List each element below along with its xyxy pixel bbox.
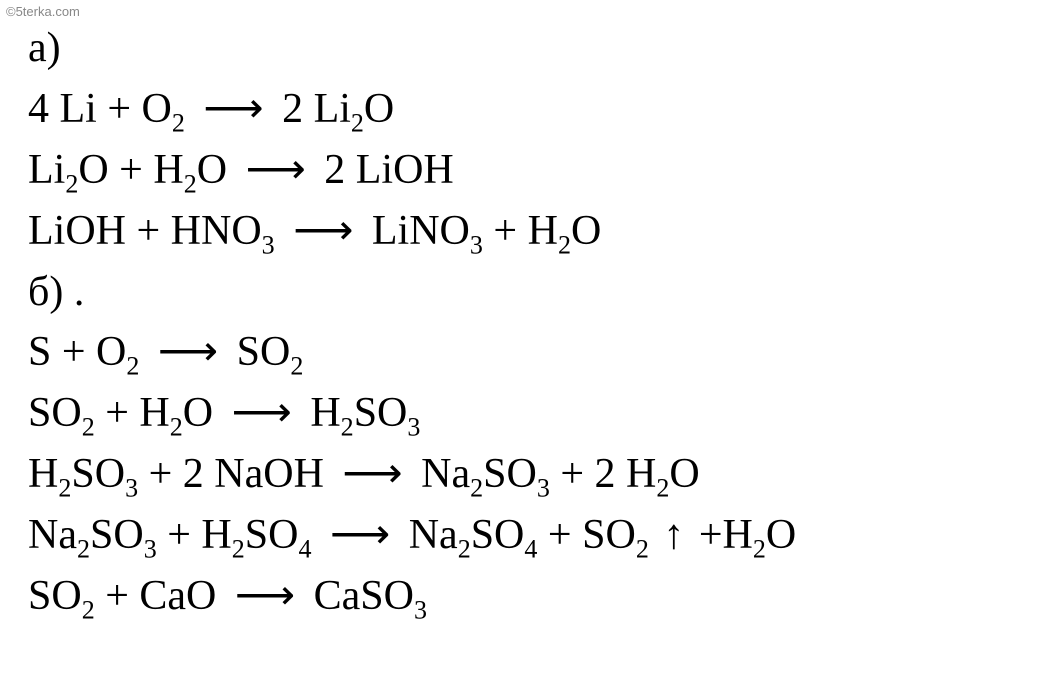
arrow-icon: ⟶	[227, 566, 303, 627]
arrow-icon: ⟶	[334, 444, 410, 505]
eq-rhs: SO2	[237, 329, 304, 375]
equation-b-2: SO2 + H2O ⟶ H2SO3	[28, 383, 1027, 444]
section-b-label: б) .	[28, 262, 1027, 323]
eq-rhs: H2SO3	[310, 390, 420, 436]
eq-rhs: CaSO3	[314, 573, 427, 619]
eq-rhs: LiNO3 + H2O	[372, 208, 601, 254]
arrow-icon: ⟶	[322, 505, 398, 566]
equation-a-2: Li2O + H2O ⟶ 2 LiOH	[28, 140, 1027, 201]
eq-lhs: SO2 + CaO	[28, 573, 216, 619]
eq-lhs: LiOH + HNO3	[28, 208, 275, 254]
equation-b-5: SO2 + CaO ⟶ CaSO3	[28, 566, 1027, 627]
eq-lhs: SO2 + H2O	[28, 390, 213, 436]
equation-b-4: Na2SO3 + H2SO4 ⟶ Na2SO4 + SO2 ↑ +H2O	[28, 505, 1027, 566]
eq-rhs: 2 LiOH	[324, 147, 454, 193]
arrow-icon: ⟶	[195, 79, 271, 140]
eq-lhs: Na2SO3 + H2SO4	[28, 512, 311, 558]
eq-lhs: 4 Li + O2	[28, 86, 185, 132]
arrow-icon: ⟶	[150, 322, 226, 383]
eq-rhs: Na2SO4 + SO2 ↑ +H2O	[409, 512, 797, 558]
equations-block: а) 4 Li + O2 ⟶ 2 Li2O Li2O + H2O ⟶ 2 LiO…	[0, 0, 1055, 627]
eq-lhs: S + O2	[28, 329, 139, 375]
eq-lhs: H2SO3 + 2 NaOH	[28, 451, 324, 497]
arrow-icon: ⟶	[238, 140, 314, 201]
section-a-label: а)	[28, 18, 1027, 79]
equation-a-3: LiOH + HNO3 ⟶ LiNO3 + H2O	[28, 201, 1027, 262]
equation-a-1: 4 Li + O2 ⟶ 2 Li2O	[28, 79, 1027, 140]
watermark-text: ©5terka.com	[6, 4, 80, 19]
arrow-icon: ⟶	[224, 383, 300, 444]
equation-b-1: S + O2 ⟶ SO2	[28, 322, 1027, 383]
eq-rhs: Na2SO3 + 2 H2O	[421, 451, 700, 497]
equation-b-3: H2SO3 + 2 NaOH ⟶ Na2SO3 + 2 H2O	[28, 444, 1027, 505]
arrow-icon: ⟶	[285, 201, 361, 262]
eq-rhs: 2 Li2O	[282, 86, 394, 132]
eq-lhs: Li2O + H2O	[28, 147, 227, 193]
